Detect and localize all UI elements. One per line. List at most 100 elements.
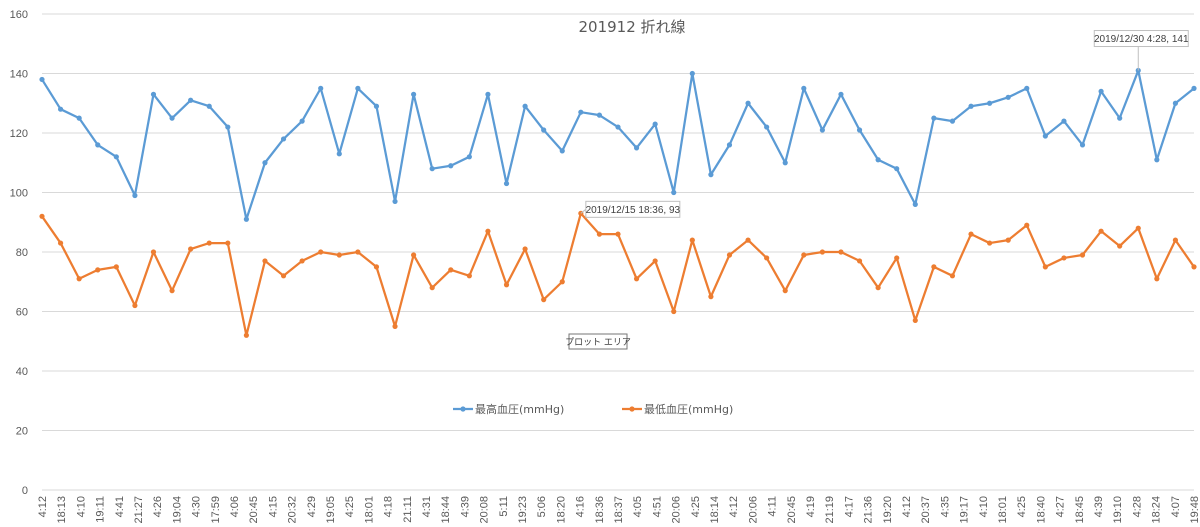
- data-point[interactable]: [596, 231, 603, 237]
- data-point[interactable]: [894, 166, 900, 172]
- data-point[interactable]: [782, 288, 788, 294]
- data-point[interactable]: [1098, 88, 1104, 94]
- data-point[interactable]: [318, 249, 324, 255]
- data-point[interactable]: [652, 258, 658, 264]
- data-point[interactable]: [1061, 255, 1067, 261]
- data-point[interactable]: [280, 273, 287, 279]
- data-point[interactable]: [373, 103, 380, 109]
- data-point[interactable]: [355, 85, 361, 91]
- data-point[interactable]: [448, 267, 454, 273]
- data-point[interactable]: [689, 237, 695, 243]
- data-point[interactable]: [726, 142, 733, 148]
- series-layer[interactable]: [39, 67, 1197, 338]
- data-point[interactable]: [1079, 142, 1086, 148]
- data-point[interactable]: [1154, 157, 1160, 163]
- data-point[interactable]: [299, 118, 305, 124]
- data-point[interactable]: [1042, 264, 1048, 270]
- data-point[interactable]: [262, 258, 268, 264]
- data-point[interactable]: [1042, 133, 1048, 139]
- data-point[interactable]: [1117, 243, 1123, 249]
- data-point[interactable]: [912, 317, 918, 324]
- data-point[interactable]: [856, 127, 863, 133]
- data-point[interactable]: [188, 97, 194, 103]
- data-point[interactable]: [76, 276, 82, 282]
- data-point[interactable]: [466, 273, 472, 279]
- data-point[interactable]: [949, 273, 956, 279]
- data-point[interactable]: [150, 249, 157, 255]
- data-point[interactable]: [57, 106, 64, 112]
- data-point[interactable]: [801, 252, 807, 258]
- data-point[interactable]: [1005, 237, 1011, 243]
- data-point[interactable]: [671, 308, 677, 315]
- data-point[interactable]: [1005, 94, 1011, 100]
- data-point[interactable]: [132, 302, 138, 309]
- data-point[interactable]: [429, 285, 435, 291]
- data-point[interactable]: [57, 240, 64, 246]
- data-point[interactable]: [652, 121, 658, 127]
- data-point[interactable]: [838, 91, 844, 97]
- data-point[interactable]: [633, 276, 640, 282]
- data-point[interactable]: [225, 124, 231, 130]
- data-point[interactable]: [373, 264, 380, 270]
- data-point[interactable]: [318, 85, 324, 91]
- data-point[interactable]: [949, 118, 956, 124]
- data-point[interactable]: [1061, 118, 1067, 124]
- data-point[interactable]: [745, 100, 751, 106]
- data-point[interactable]: [1191, 85, 1197, 91]
- data-point[interactable]: [132, 192, 138, 199]
- legend-item-1[interactable]: 最高血圧(mmHg): [453, 402, 564, 416]
- series-line[interactable]: [41, 69, 1195, 221]
- data-point[interactable]: [1117, 115, 1123, 121]
- data-point[interactable]: [299, 258, 305, 264]
- data-point[interactable]: [689, 70, 695, 77]
- data-point[interactable]: [875, 285, 881, 291]
- data-point[interactable]: [764, 255, 770, 261]
- data-point[interactable]: [188, 246, 194, 252]
- data-point[interactable]: [392, 323, 398, 329]
- data-point[interactable]: [819, 127, 825, 133]
- data-point[interactable]: [466, 154, 472, 160]
- data-point[interactable]: [708, 294, 714, 300]
- data-point[interactable]: [578, 109, 584, 115]
- data-point[interactable]: [503, 180, 510, 187]
- data-point[interactable]: [169, 288, 175, 294]
- data-point[interactable]: [113, 264, 119, 270]
- data-point[interactable]: [411, 252, 417, 258]
- series-1[interactable]: [39, 67, 1197, 222]
- data-point[interactable]: [206, 240, 212, 246]
- data-point[interactable]: [968, 103, 974, 109]
- data-point[interactable]: [1098, 228, 1104, 234]
- data-point[interactable]: [838, 249, 844, 255]
- data-point[interactable]: [95, 267, 101, 273]
- data-point[interactable]: [931, 264, 937, 270]
- legend-item-2[interactable]: 最低血圧(mmHg): [622, 402, 733, 416]
- data-point[interactable]: [262, 160, 268, 166]
- data-point[interactable]: [708, 172, 714, 178]
- data-point[interactable]: [875, 157, 881, 163]
- data-point[interactable]: [596, 112, 603, 118]
- data-point[interactable]: [243, 216, 249, 222]
- data-point[interactable]: [243, 332, 249, 338]
- data-point[interactable]: [559, 148, 565, 154]
- legend[interactable]: 最高血圧(mmHg) 最低血圧(mmHg): [453, 402, 733, 416]
- data-point[interactable]: [392, 198, 398, 205]
- data-point[interactable]: [448, 163, 454, 169]
- data-point[interactable]: [76, 115, 82, 121]
- data-point[interactable]: [726, 252, 733, 258]
- data-point[interactable]: [95, 142, 101, 148]
- data-point[interactable]: [503, 282, 510, 288]
- data-point[interactable]: [1191, 264, 1197, 270]
- data-point[interactable]: [801, 85, 807, 91]
- series-2[interactable]: [39, 210, 1197, 338]
- data-point[interactable]: [987, 100, 993, 106]
- data-point[interactable]: [336, 151, 342, 157]
- data-point[interactable]: [1154, 276, 1160, 282]
- data-point[interactable]: [522, 103, 528, 109]
- data-point[interactable]: [1024, 85, 1030, 91]
- data-point[interactable]: [485, 228, 491, 234]
- data-point[interactable]: [429, 166, 435, 172]
- data-point[interactable]: [819, 249, 825, 255]
- data-point[interactable]: [987, 240, 993, 246]
